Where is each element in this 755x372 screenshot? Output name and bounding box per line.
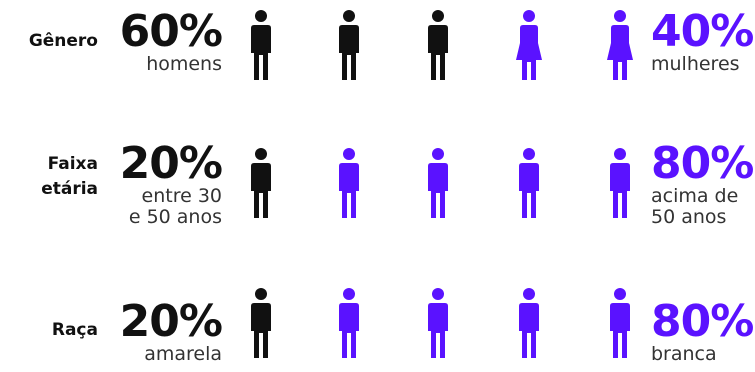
left-description: homens	[146, 53, 222, 75]
left-percent: 20%	[119, 138, 223, 189]
person-male-icon	[241, 10, 281, 80]
right-description: acima de	[651, 185, 739, 207]
right-stat: 40% mulheres	[651, 6, 754, 75]
right-description: mulheres	[651, 53, 740, 75]
right-description: branca	[651, 343, 717, 365]
left-description: amarela	[144, 343, 222, 365]
person-male-icon	[329, 288, 369, 358]
right-stat: 80% branca	[651, 296, 754, 365]
person-male-icon	[509, 148, 549, 218]
left-description: entre 30	[141, 185, 222, 207]
row-faixa-etaria: Faixa etária 20% entre 30 e 50 anos 80% …	[0, 140, 755, 270]
left-stat: 20% entre 30 e 50 anos	[119, 138, 223, 228]
category-label: Gênero	[29, 29, 98, 54]
right-description: 50 anos	[651, 206, 727, 228]
left-percent: 20%	[119, 296, 223, 347]
person-male-icon	[418, 10, 458, 80]
category-label: Faixa etária	[41, 152, 98, 202]
right-percent: 80%	[651, 296, 754, 347]
right-stat: 80% acima de 50 anos	[651, 138, 754, 228]
person-male-icon	[241, 288, 281, 358]
category-line: etária	[41, 179, 98, 199]
person-male-icon	[509, 288, 549, 358]
person-male-icon	[418, 288, 458, 358]
person-male-icon	[600, 148, 640, 218]
right-percent: 40%	[651, 6, 754, 57]
person-female-icon	[509, 10, 549, 80]
person-female-icon	[600, 10, 640, 80]
right-percent: 80%	[651, 138, 754, 189]
left-percent: 60%	[119, 6, 223, 57]
row-raca: Raça 20% amarela 80% branca	[0, 285, 755, 372]
person-male-icon	[600, 288, 640, 358]
left-description: e 50 anos	[128, 206, 222, 228]
person-male-icon	[418, 148, 458, 218]
category-line: Gênero	[28, 31, 98, 51]
person-male-icon	[329, 10, 369, 80]
person-male-icon	[241, 148, 281, 218]
person-male-icon	[329, 148, 369, 218]
left-stat: 60% homens	[119, 6, 223, 75]
category-line: Faixa	[47, 154, 98, 174]
category-label: Raça	[52, 318, 98, 343]
category-line: Raça	[51, 320, 98, 340]
left-stat: 20% amarela	[119, 296, 223, 365]
row-genero: Gênero 60% homens 40% mulheres	[0, 0, 755, 120]
